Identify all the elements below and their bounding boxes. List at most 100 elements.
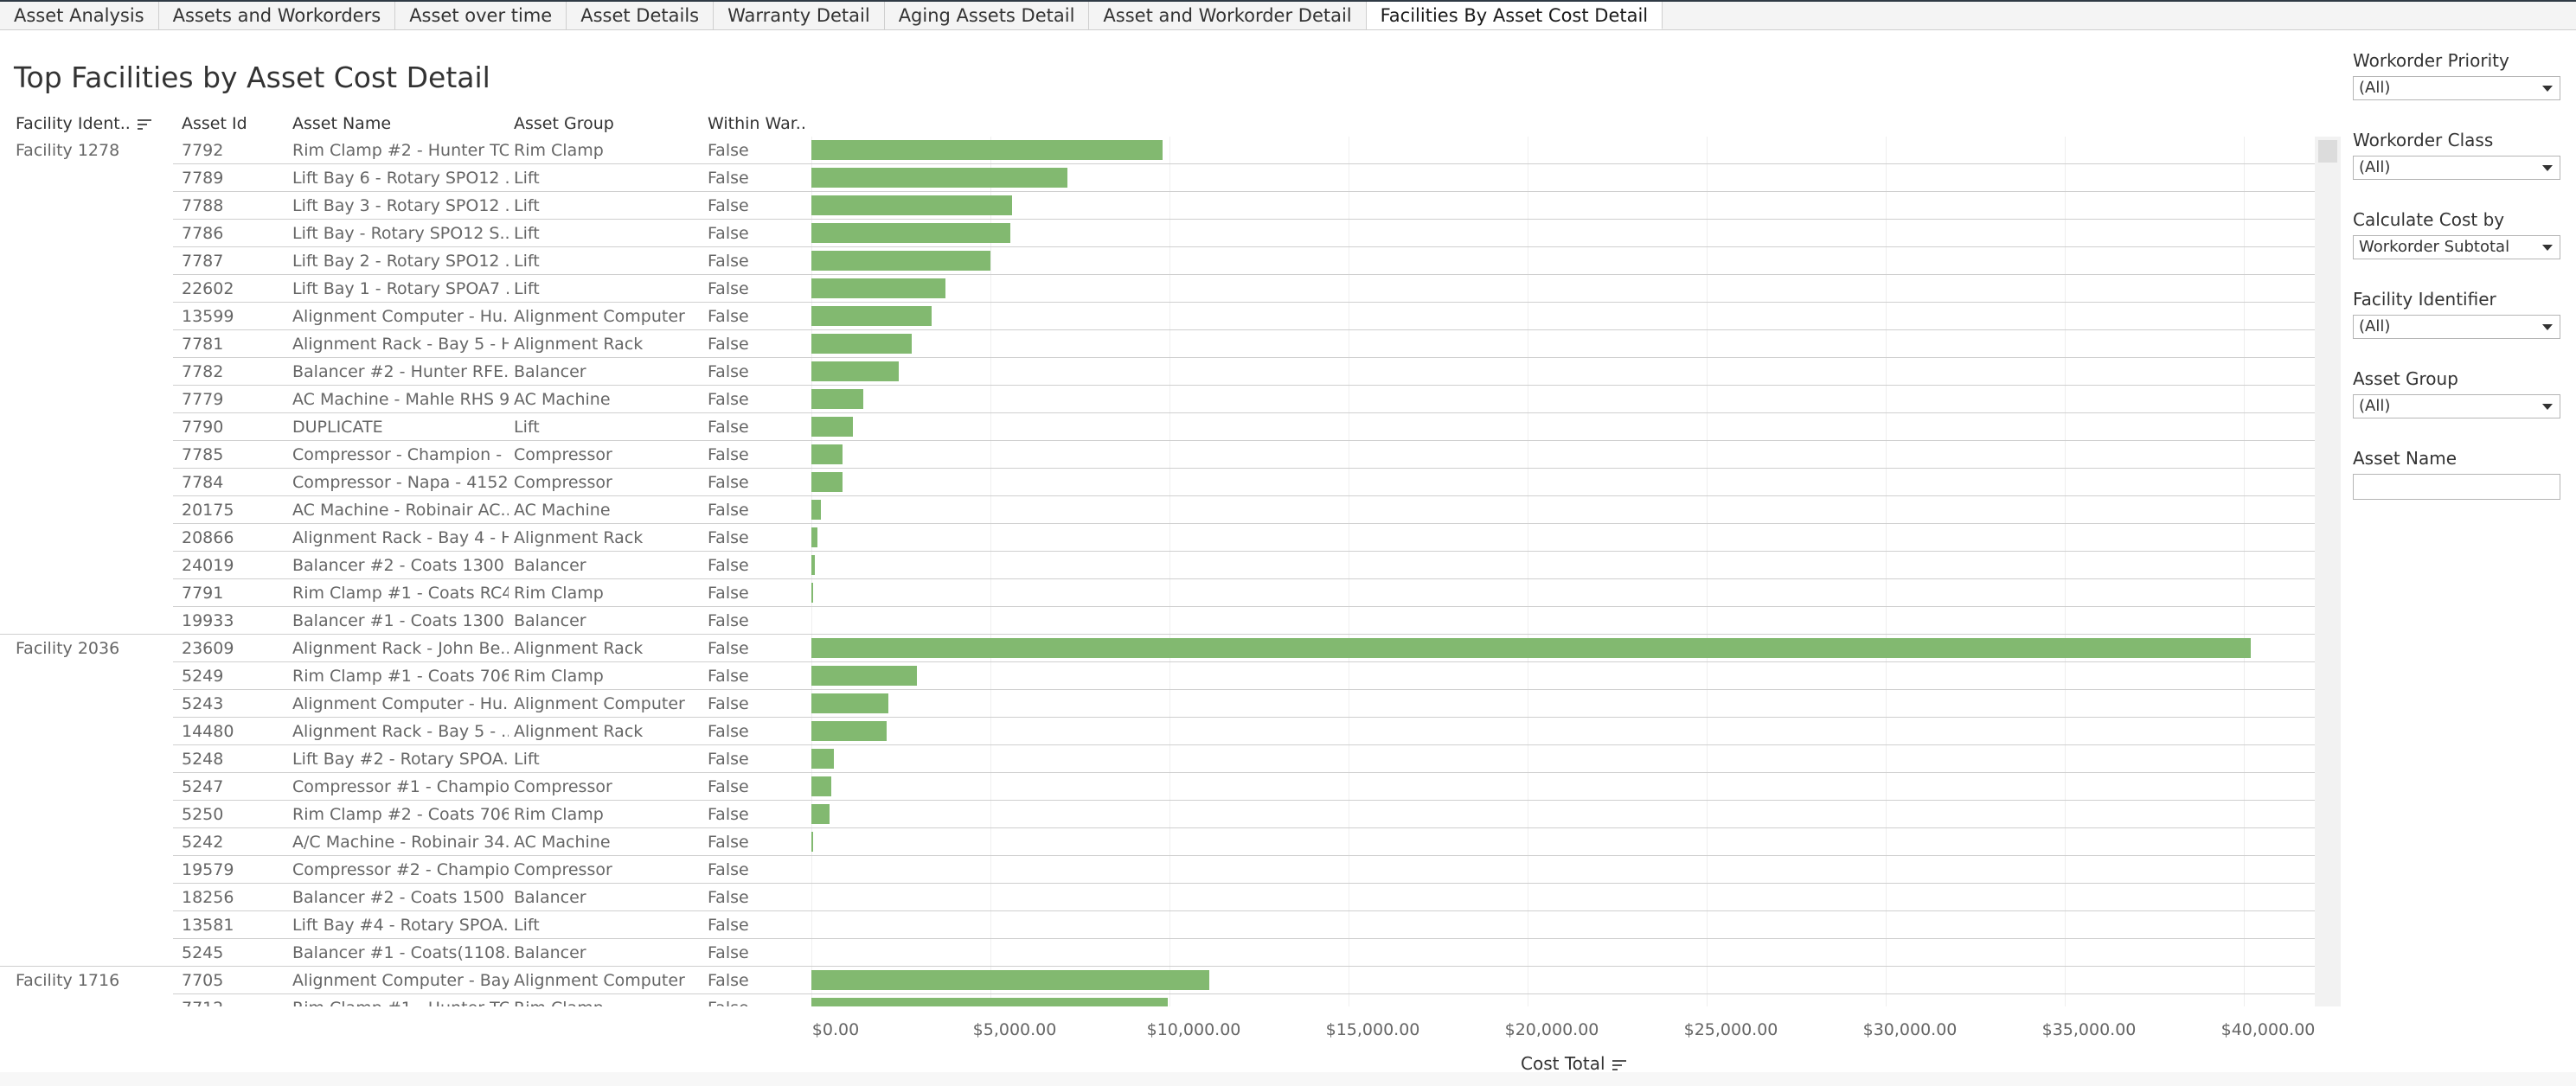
table-row[interactable]: 5250 Rim Clamp #2 - Coats 706.. Rim Clamp F… xyxy=(173,801,2315,828)
table-row[interactable]: 7788 Lift Bay 3 - Rotary SPO12 .. Lift Fals… xyxy=(173,192,2315,220)
asset-name-input[interactable] xyxy=(2353,474,2560,500)
cost-bar[interactable] xyxy=(811,417,853,437)
table-row[interactable]: 19933 Balancer #1 - Coats 1300 .. Balancer… xyxy=(173,607,2315,635)
tab-asset-details[interactable]: Asset Details xyxy=(567,2,714,29)
facility-label[interactable]: Facility 1278 xyxy=(16,141,120,160)
chevron-down-icon[interactable] xyxy=(2542,165,2553,171)
table-row[interactable]: 13599 Alignment Computer - Hu.. Alignment … xyxy=(173,303,2315,330)
chevron-down-icon[interactable] xyxy=(2542,404,2553,410)
table-row[interactable]: 7786 Lift Bay - Rotary SPO12 S.. Lift False xyxy=(173,220,2315,247)
asset-group-cell: Compressor xyxy=(514,473,612,492)
chevron-down-icon[interactable] xyxy=(2542,324,2553,330)
asset-name-cell: Lift Bay 1 - Rotary SPOA7 .. xyxy=(292,279,509,298)
facility-label[interactable]: Facility 2036 xyxy=(16,639,120,658)
table-row[interactable]: 19579 Compressor #2 - Champio.. Compressor… xyxy=(173,856,2315,884)
cost-bar[interactable] xyxy=(811,389,864,409)
table-row[interactable]: 5248 Lift Bay #2 - Rotary SPOA.. Lift False xyxy=(173,745,2315,773)
cost-bar[interactable] xyxy=(811,140,1163,160)
cost-bar[interactable] xyxy=(811,223,1010,243)
cost-bar[interactable] xyxy=(811,721,887,741)
column-header-asset-name[interactable]: Asset Name xyxy=(292,114,392,133)
cost-bar[interactable] xyxy=(811,306,932,326)
table-row[interactable]: 7790 DUPLICATE Lift False xyxy=(173,413,2315,441)
chevron-down-icon[interactable] xyxy=(2542,86,2553,92)
column-header-within-warranty[interactable]: Within War.. xyxy=(708,114,806,133)
cost-bar[interactable] xyxy=(811,776,832,796)
workorder-priority-dropdown[interactable]: (All) xyxy=(2353,76,2560,100)
table-row[interactable]: 7781 Alignment Rack - Bay 5 - H.. Alignmen… xyxy=(173,330,2315,358)
table-row[interactable]: 5249 Rim Clamp #1 - Coats 706.. Rim Clamp F… xyxy=(173,662,2315,690)
cost-bar[interactable] xyxy=(811,278,946,298)
sort-icon[interactable] xyxy=(1612,1059,1628,1071)
cost-bar[interactable] xyxy=(811,638,2252,658)
cost-bar[interactable] xyxy=(811,583,813,603)
table-row[interactable]: 7782 Balancer #2 - Hunter RFE.. Balancer Fa… xyxy=(173,358,2315,386)
cost-bar[interactable] xyxy=(811,168,1067,188)
table-row[interactable]: 7785 Compressor - Champion - .. Compressor… xyxy=(173,441,2315,469)
table-row[interactable]: 20175 AC Machine - Robinair AC.. AC Machin… xyxy=(173,496,2315,524)
table-row[interactable]: 5247 Compressor #1 - Champio.. Compressor F… xyxy=(173,773,2315,801)
table-row[interactable]: 7784 Compressor - Napa - 4152.. Compressor… xyxy=(173,469,2315,496)
table-row[interactable]: 7779 AC Machine - Mahle RHS 9.. AC Machine… xyxy=(173,386,2315,413)
asset-group-cell: Alignment Rack xyxy=(514,335,644,354)
cost-bar[interactable] xyxy=(811,832,813,852)
workorder-class-dropdown[interactable]: (All) xyxy=(2353,156,2560,180)
table-row[interactable]: 13581 Lift Bay #4 - Rotary SPOA.. Lift Fals… xyxy=(173,911,2315,939)
filter-label-asset-name: Asset Name xyxy=(2353,448,2457,469)
column-header-asset-id[interactable]: Asset Id xyxy=(182,114,247,133)
cost-bar[interactable] xyxy=(811,195,1012,215)
asset-name-cell: Compressor - Napa - 4152.. xyxy=(292,473,509,492)
asset-group-cell: Rim Clamp xyxy=(514,584,604,603)
tab-asset-over-time[interactable]: Asset over time xyxy=(395,2,567,29)
column-header-facility[interactable]: Facility Ident.. xyxy=(16,114,153,133)
chevron-down-icon[interactable] xyxy=(2542,245,2553,251)
table-row[interactable]: 18256 Balancer #2 - Coats 1500 (.. Balance… xyxy=(173,884,2315,911)
column-header-asset-group[interactable]: Asset Group xyxy=(514,114,614,133)
table-row[interactable]: 7705 Alignment Computer - Bay.. Alignment … xyxy=(173,967,2315,994)
table-row[interactable]: 7789 Lift Bay 6 - Rotary SPO12 .. Lift Fals… xyxy=(173,164,2315,192)
table-row[interactable]: 14480 Alignment Rack - Bay 5 - .. Alignmen… xyxy=(173,718,2315,745)
table-row[interactable]: 7712 Rim Clamp #1 - Hunter TC.. Rim ClampF… xyxy=(173,994,2315,1006)
table-row[interactable]: 5245 Balancer #1 - Coats(1108.. Balancer Fa… xyxy=(173,939,2315,967)
table-row[interactable]: 22602 Lift Bay 1 - Rotary SPOA7 .. Lift Fal… xyxy=(173,275,2315,303)
cost-bar[interactable] xyxy=(811,500,822,520)
cost-bar[interactable] xyxy=(811,527,818,547)
table-row[interactable]: 24019 Balancer #2 - Coats 1300 .. Balancer… xyxy=(173,552,2315,579)
cost-bar[interactable] xyxy=(811,334,912,354)
cost-bar[interactable] xyxy=(811,998,1168,1006)
cost-bar[interactable] xyxy=(811,804,830,824)
table-row[interactable]: 20866 Alignment Rack - Bay 4 - H.. Alignme… xyxy=(173,524,2315,552)
asset-group-cell: Lift xyxy=(514,916,540,935)
tab-asset-analysis[interactable]: Asset Analysis xyxy=(0,2,159,29)
calculate-cost-by-dropdown[interactable]: Workorder Subtotal xyxy=(2353,235,2560,259)
tab-asset-and-workorder-detail[interactable]: Asset and Workorder Detail xyxy=(1089,2,1367,29)
table-row[interactable]: 7791 Rim Clamp #1 - Coats RC4.. Rim Clamp F… xyxy=(173,579,2315,607)
table-row[interactable]: 7792 Rim Clamp #2 - Hunter TC.. Rim Clamp F… xyxy=(173,137,2315,164)
tab-assets-and-workorders[interactable]: Assets and Workorders xyxy=(158,2,396,29)
cost-bar[interactable] xyxy=(811,361,900,381)
page-title: Top Facilities by Asset Cost Detail xyxy=(14,61,490,94)
x-axis-title[interactable]: Cost Total xyxy=(1521,1053,1628,1074)
asset-id-cell: 5242 xyxy=(182,833,224,852)
table-row[interactable]: 5242 A/C Machine - Robinair 34.. AC Machin… xyxy=(173,828,2315,856)
cost-bar[interactable] xyxy=(811,749,834,769)
table-row[interactable]: 7787 Lift Bay 2 - Rotary SPO12 .. Lift Fals… xyxy=(173,247,2315,275)
tab-aging-assets-detail[interactable]: Aging Assets Detail xyxy=(884,2,1090,29)
cost-bar[interactable] xyxy=(811,555,815,575)
vertical-scrollbar[interactable] xyxy=(2315,137,2341,1006)
cost-bar[interactable] xyxy=(811,693,888,713)
facility-identifier-dropdown[interactable]: (All) xyxy=(2353,315,2560,339)
tab-warranty-detail[interactable]: Warranty Detail xyxy=(714,2,885,29)
cost-bar[interactable] xyxy=(811,970,1209,990)
cost-bar[interactable] xyxy=(811,444,843,464)
facility-label[interactable]: Facility 1716 xyxy=(16,971,120,990)
table-row[interactable]: 5243 Alignment Computer - Hu.. Alignment C… xyxy=(173,690,2315,718)
tab-facilities-by-asset-cost-detail[interactable]: Facilities By Asset Cost Detail xyxy=(1366,2,1663,29)
cost-bar[interactable] xyxy=(811,472,843,492)
cost-bar[interactable] xyxy=(811,666,918,686)
cost-bar[interactable] xyxy=(811,251,990,271)
asset-group-dropdown[interactable]: (All) xyxy=(2353,394,2560,418)
scrollbar-thumb[interactable] xyxy=(2318,140,2337,163)
sort-icon[interactable] xyxy=(137,118,153,131)
table-row[interactable]: 23609 Alignment Rack - John Be.. Alignment… xyxy=(173,635,2315,662)
